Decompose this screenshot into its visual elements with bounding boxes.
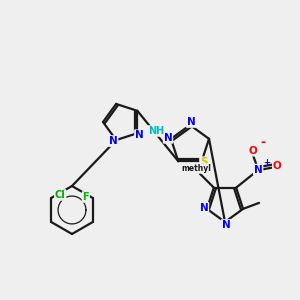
Text: NH: NH <box>148 126 164 136</box>
Text: N: N <box>109 136 118 146</box>
Text: Cl: Cl <box>55 190 66 200</box>
Text: methyl: methyl <box>181 164 211 173</box>
Text: O: O <box>273 160 281 171</box>
Text: N: N <box>164 133 172 143</box>
Text: -: - <box>260 136 265 148</box>
Text: N: N <box>254 165 262 175</box>
Text: F: F <box>82 192 89 202</box>
Text: O: O <box>249 146 257 156</box>
Text: N: N <box>187 117 195 127</box>
Text: N: N <box>200 203 208 213</box>
Text: N: N <box>222 220 230 230</box>
Text: S: S <box>200 157 208 167</box>
Text: +: + <box>263 158 270 166</box>
Text: N: N <box>135 130 144 140</box>
